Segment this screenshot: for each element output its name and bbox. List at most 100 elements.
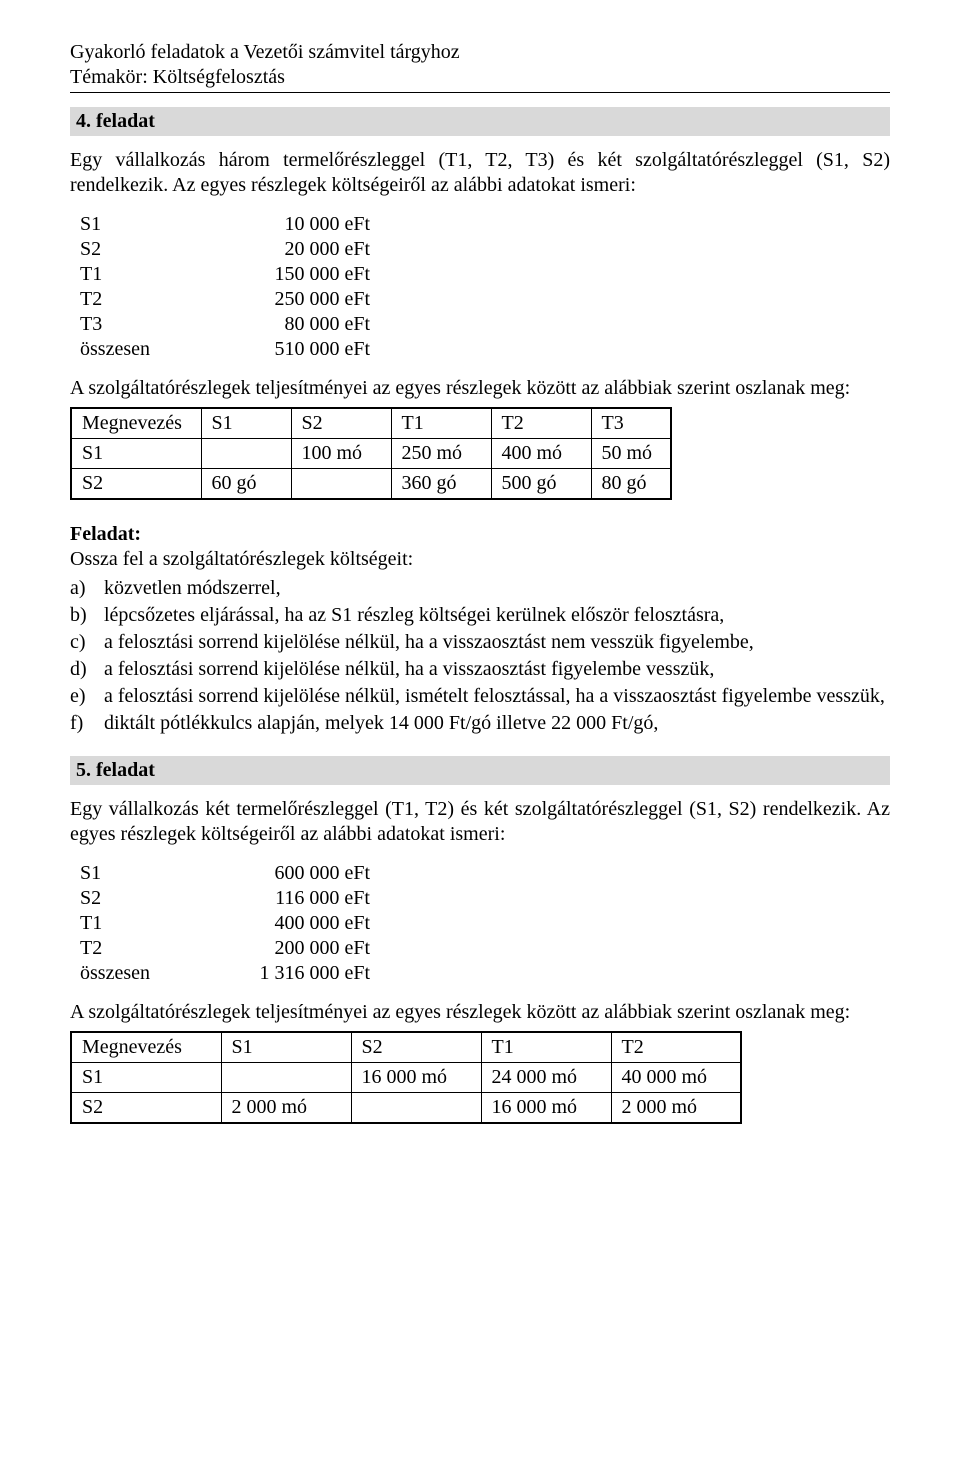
table-cell: S1 (71, 1063, 221, 1093)
task5-perf-intro: A szolgáltatórészlegek teljesítményei az… (70, 1000, 890, 1025)
cost-label: S2 (80, 237, 190, 262)
task4-cost-list: S110 000 eFtS220 000 eFtT1150 000 eFtT22… (80, 212, 890, 362)
table-header-cell: Megnevezés (71, 1032, 221, 1063)
table-cell: S2 (71, 469, 201, 500)
table-row: S1 100 mó250 mó400 mó50 mó (71, 439, 671, 469)
cost-row: T1150 000 eFt (80, 262, 890, 287)
table-header-cell: T3 (591, 408, 671, 439)
cost-value: 250 000 eFt (190, 287, 370, 312)
list-item: c)a felosztási sorrend kijelölése nélkül… (70, 630, 890, 655)
task5-intro: Egy vállalkozás két termelőrészleggel (T… (70, 797, 890, 847)
table-row: S1 16 000 mó24 000 mó40 000 mó (71, 1063, 741, 1093)
task5-perf-table: MegnevezésS1S2T1T2S116 000 mó24 000 mó40… (70, 1031, 742, 1124)
doc-header-line2: Témakör: Költségfelosztás (70, 65, 890, 93)
table-header-cell: S2 (351, 1032, 481, 1063)
list-marker: f) (70, 711, 104, 736)
table-cell: 360 gó (391, 469, 491, 500)
table-cell: 100 mó (291, 439, 391, 469)
table-header-cell: Megnevezés (71, 408, 201, 439)
list-item: f)diktált pótlékkulcs alapján, melyek 14… (70, 711, 890, 736)
list-marker: c) (70, 630, 104, 655)
list-item: d)a felosztási sorrend kijelölése nélkül… (70, 657, 890, 682)
table-cell: 2 000 mó (221, 1093, 351, 1124)
list-marker: b) (70, 603, 104, 628)
task4-title: 4. feladat (70, 107, 890, 136)
cost-value: 510 000 eFt (190, 337, 370, 362)
table-cell: 500 gó (491, 469, 591, 500)
list-marker: d) (70, 657, 104, 682)
table-cell: 250 mó (391, 439, 491, 469)
cost-label: T1 (80, 262, 190, 287)
task4-perf-intro: A szolgáltatórészlegek teljesítményei az… (70, 376, 890, 401)
list-text: lépcsőzetes eljárással, ha az S1 részleg… (104, 603, 890, 628)
cost-value: 80 000 eFt (190, 312, 370, 337)
cost-label: S2 (80, 886, 190, 911)
list-text: diktált pótlékkulcs alapján, melyek 14 0… (104, 711, 890, 736)
cost-row: T1400 000 eFt (80, 911, 890, 936)
table-cell: 80 gó (591, 469, 671, 500)
list-text: a felosztási sorrend kijelölése nélkül, … (104, 657, 890, 682)
cost-value: 200 000 eFt (190, 936, 370, 961)
cost-value: 150 000 eFt (190, 262, 370, 287)
table-cell: 60 gó (201, 469, 291, 500)
list-marker: e) (70, 684, 104, 709)
table-header-cell: T1 (391, 408, 491, 439)
list-text: a felosztási sorrend kijelölése nélkül, … (104, 630, 890, 655)
list-item: a)közvetlen módszerrel, (70, 576, 890, 601)
table-cell (351, 1093, 481, 1124)
list-item: b)lépcsőzetes eljárással, ha az S1 részl… (70, 603, 890, 628)
table-cell: 50 mó (591, 439, 671, 469)
cost-value: 10 000 eFt (190, 212, 370, 237)
cost-row: T380 000 eFt (80, 312, 890, 337)
cost-label: T2 (80, 287, 190, 312)
table-header-cell: T2 (491, 408, 591, 439)
cost-row: S1600 000 eFt (80, 861, 890, 886)
cost-value: 1 316 000 eFt (190, 961, 370, 986)
task4-item-list: a)közvetlen módszerrel,b)lépcsőzetes elj… (70, 576, 890, 736)
cost-label: T1 (80, 911, 190, 936)
table-cell: 40 000 mó (611, 1063, 741, 1093)
cost-row: T2200 000 eFt (80, 936, 890, 961)
table-cell: S2 (71, 1093, 221, 1124)
table-cell: 24 000 mó (481, 1063, 611, 1093)
table-header-cell: T1 (481, 1032, 611, 1063)
cost-label: T3 (80, 312, 190, 337)
table-header-cell: S1 (221, 1032, 351, 1063)
cost-value: 20 000 eFt (190, 237, 370, 262)
cost-value: 400 000 eFt (190, 911, 370, 936)
table-header-cell: S2 (291, 408, 391, 439)
task4-perf-table: MegnevezésS1S2T1T2T3S1100 mó250 mó400 mó… (70, 407, 672, 500)
table-cell (291, 469, 391, 500)
table-row: S22 000 mó16 000 mó2 000 mó (71, 1093, 741, 1124)
table-header-cell: S1 (201, 408, 291, 439)
table-cell (201, 439, 291, 469)
table-cell (221, 1063, 351, 1093)
table-cell: 400 mó (491, 439, 591, 469)
cost-value: 600 000 eFt (190, 861, 370, 886)
table-cell: 16 000 mó (351, 1063, 481, 1093)
task4-feladat-lead: Ossza fel a szolgáltatórészlegek költség… (70, 547, 890, 572)
task4-intro: Egy vállalkozás három termelőrészleggel … (70, 148, 890, 198)
doc-header-line1: Gyakorló feladatok a Vezetői számvitel t… (70, 40, 890, 65)
cost-row: összesen1 316 000 eFt (80, 961, 890, 986)
cost-label: összesen (80, 961, 190, 986)
cost-row: S110 000 eFt (80, 212, 890, 237)
cost-row: T2250 000 eFt (80, 287, 890, 312)
table-cell: S1 (71, 439, 201, 469)
cost-value: 116 000 eFt (190, 886, 370, 911)
cost-label: T2 (80, 936, 190, 961)
table-cell: 2 000 mó (611, 1093, 741, 1124)
list-item: e)a felosztási sorrend kijelölése nélkül… (70, 684, 890, 709)
cost-row: összesen510 000 eFt (80, 337, 890, 362)
list-marker: a) (70, 576, 104, 601)
cost-row: S220 000 eFt (80, 237, 890, 262)
cost-label: S1 (80, 861, 190, 886)
table-cell: 16 000 mó (481, 1093, 611, 1124)
cost-label: S1 (80, 212, 190, 237)
list-text: a felosztási sorrend kijelölése nélkül, … (104, 684, 890, 709)
cost-label: összesen (80, 337, 190, 362)
table-row: S260 gó 360 gó500 gó80 gó (71, 469, 671, 500)
cost-row: S2116 000 eFt (80, 886, 890, 911)
page: Gyakorló feladatok a Vezetői számvitel t… (0, 0, 960, 1206)
task4-feladat-label: Feladat: (70, 522, 890, 547)
